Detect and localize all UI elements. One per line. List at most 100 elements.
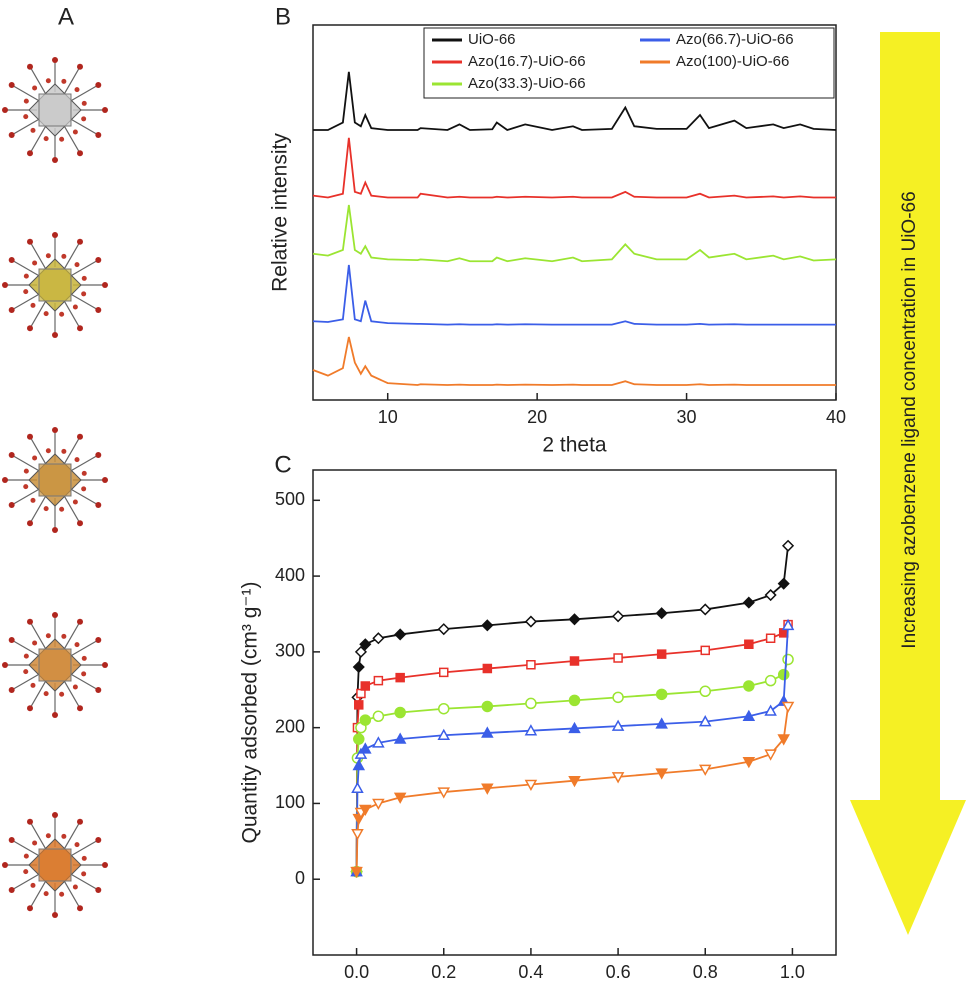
data-point <box>764 588 777 602</box>
atom <box>52 612 58 618</box>
atom <box>61 448 67 454</box>
series-line <box>313 71 837 131</box>
data-point <box>742 709 756 722</box>
atom <box>8 307 15 313</box>
atom <box>27 150 33 157</box>
data-point <box>612 691 624 704</box>
data-point <box>699 685 712 697</box>
data-point <box>351 781 364 794</box>
data-point <box>359 638 372 651</box>
data-point <box>568 775 581 788</box>
bond <box>29 821 47 850</box>
data-point <box>350 866 363 879</box>
data-point <box>481 783 494 795</box>
y-tick-label: 500 <box>275 489 305 509</box>
atom <box>30 682 36 688</box>
atom <box>23 653 29 659</box>
data-point <box>525 697 537 710</box>
y-tick-label: 400 <box>275 565 305 585</box>
atom <box>45 633 51 639</box>
atom <box>74 87 80 93</box>
atom <box>95 307 102 313</box>
data-point <box>611 719 625 731</box>
data-point <box>372 736 385 748</box>
atom <box>72 884 78 890</box>
bond <box>63 66 81 95</box>
bond <box>63 436 81 465</box>
bond <box>70 488 99 506</box>
atom <box>32 840 38 846</box>
bond <box>63 300 81 329</box>
atom <box>59 311 65 317</box>
x-tick-label: 1.0 <box>780 962 805 982</box>
data-point <box>359 804 372 817</box>
series-line <box>312 336 836 386</box>
atom <box>27 63 33 70</box>
atom <box>8 502 15 508</box>
data-point <box>372 710 385 722</box>
atom <box>95 452 102 458</box>
atom <box>27 905 33 912</box>
atom <box>95 132 102 138</box>
atom <box>52 527 58 533</box>
data-point <box>781 701 795 713</box>
bond <box>70 118 99 136</box>
y-tick-label: 100 <box>275 792 305 812</box>
data-point <box>777 734 790 746</box>
data-point <box>743 680 755 692</box>
bond <box>11 873 40 891</box>
atom <box>43 691 49 697</box>
series-line <box>312 264 836 326</box>
atom <box>45 448 51 454</box>
data-point <box>481 726 494 738</box>
atom <box>23 273 29 279</box>
atom <box>52 57 58 63</box>
data-point <box>437 787 451 799</box>
series-line <box>312 204 837 263</box>
cluster-core <box>38 93 72 127</box>
atom <box>2 662 8 668</box>
bond <box>63 125 81 154</box>
data-point <box>655 717 668 729</box>
data-point <box>438 703 450 715</box>
bond <box>70 639 99 657</box>
data-point <box>656 649 667 659</box>
data-point <box>524 779 538 792</box>
panel-label: B <box>275 3 291 30</box>
bond <box>11 84 40 102</box>
atom <box>27 238 33 245</box>
x-tick-label: 20 <box>527 407 547 427</box>
atom <box>52 712 58 718</box>
atom <box>23 289 29 295</box>
atom <box>81 291 87 297</box>
structures <box>2 57 108 918</box>
bond <box>70 293 99 311</box>
atom <box>8 637 15 643</box>
data-point <box>524 724 538 736</box>
x-tick-label: 0.8 <box>693 962 718 982</box>
panel-label: C <box>274 451 291 478</box>
atom <box>52 332 58 338</box>
atom <box>2 282 8 288</box>
bond <box>70 259 99 277</box>
atom <box>77 433 83 440</box>
atom <box>27 433 33 440</box>
atom <box>81 855 87 861</box>
atom <box>45 833 51 839</box>
atom <box>77 905 83 912</box>
atom <box>77 705 83 712</box>
atom <box>30 497 36 503</box>
data-point <box>352 660 365 674</box>
data-point <box>437 623 450 636</box>
atom <box>77 818 83 825</box>
data-point <box>395 672 405 683</box>
x-axis-label: 2 theta <box>542 434 607 457</box>
data-point <box>777 668 790 681</box>
atom <box>52 912 58 918</box>
atom <box>81 486 87 492</box>
atom <box>30 302 36 308</box>
atom <box>95 887 102 893</box>
data-point <box>353 733 365 745</box>
atom <box>52 157 58 163</box>
data-point <box>778 628 789 638</box>
